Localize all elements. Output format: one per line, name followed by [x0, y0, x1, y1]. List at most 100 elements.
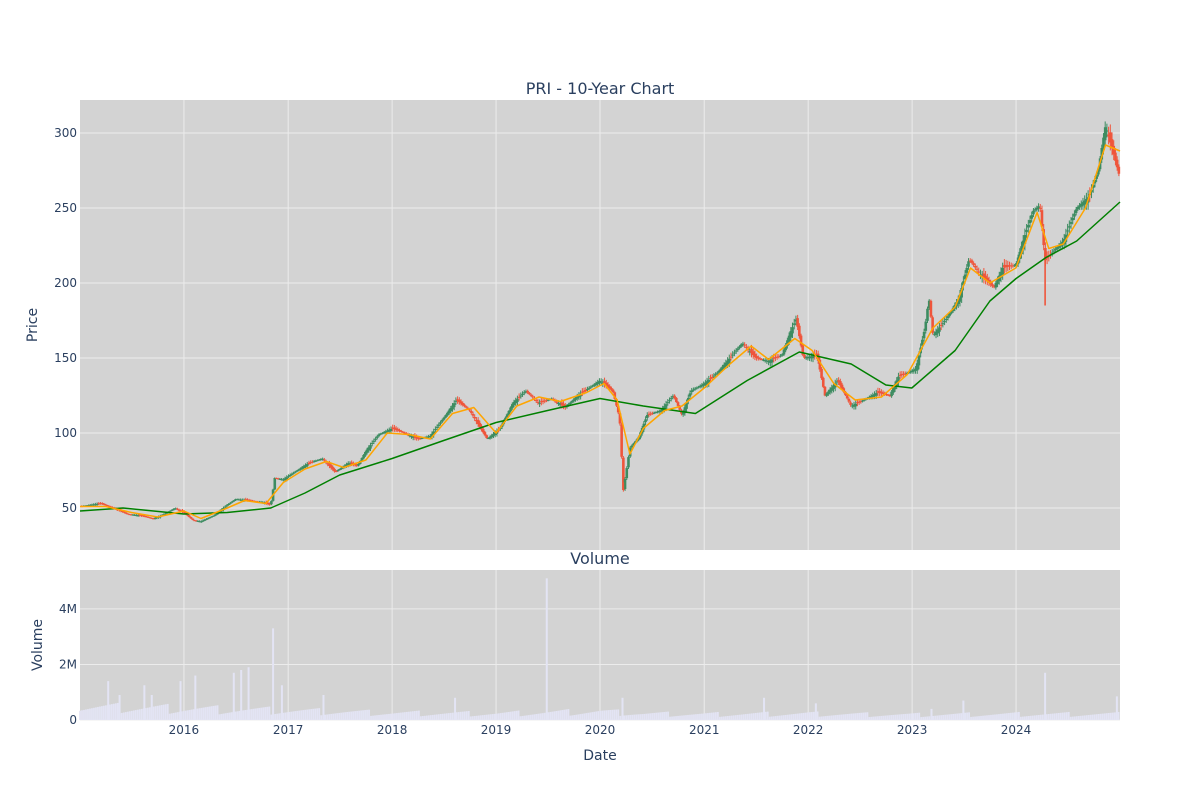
- volume-bar: [160, 705, 163, 720]
- volume-bar: [547, 712, 550, 720]
- candle-body: [943, 321, 946, 323]
- volume-bar: [162, 704, 165, 720]
- volume-bar: [541, 713, 544, 720]
- volume-bar: [406, 711, 408, 720]
- volume-bar: [699, 713, 701, 720]
- candle-body: [399, 430, 403, 432]
- volume-bar: [866, 712, 869, 720]
- volume-bar: [495, 713, 498, 720]
- candle-body: [558, 404, 562, 406]
- volume-bar: [435, 714, 438, 720]
- volume-bar: [597, 711, 600, 720]
- candle-body: [751, 351, 755, 356]
- volume-bar: [130, 710, 133, 720]
- volume-bar: [886, 715, 889, 720]
- candle-body: [616, 406, 620, 413]
- candle-body: [958, 294, 962, 302]
- volume-bar: [928, 716, 931, 720]
- volume-bar: [665, 711, 667, 720]
- volume-bar: [443, 713, 446, 720]
- volume-bar: [854, 713, 857, 720]
- volume-bar: [244, 710, 247, 720]
- volume-bar: [629, 714, 632, 720]
- candle-body: [613, 392, 617, 399]
- candle-body: [317, 459, 321, 461]
- volume-bar: [124, 712, 127, 720]
- volume-bar: [559, 710, 562, 720]
- candle-body: [695, 387, 699, 389]
- volume-bar: [412, 711, 414, 720]
- candle-body: [367, 447, 371, 451]
- candle-body: [669, 398, 673, 400]
- candle-body: [210, 516, 213, 518]
- candle-body: [938, 327, 941, 332]
- volume-bar: [1095, 714, 1098, 720]
- volume-bar: [380, 714, 382, 720]
- candle-body: [591, 385, 594, 387]
- volume-bar: [116, 702, 119, 720]
- candle-body: [326, 463, 330, 465]
- volume-bar: [302, 710, 305, 720]
- volume-bar: [934, 715, 937, 720]
- volume-spike-bar: [454, 697, 457, 720]
- volume-bar: [904, 713, 907, 720]
- candle-body: [328, 463, 331, 466]
- volume-bar: [527, 715, 530, 720]
- candle-body: [507, 410, 511, 415]
- volume-bar: [525, 715, 528, 720]
- volume-bar: [625, 715, 628, 720]
- candle-body: [1052, 250, 1056, 252]
- candle-body: [996, 279, 999, 285]
- volume-bar: [344, 712, 347, 720]
- volume-bar: [425, 715, 428, 720]
- candle-body: [892, 387, 895, 393]
- volume-bar: [503, 712, 506, 720]
- candle-body: [140, 514, 143, 516]
- volume-bar: [1000, 713, 1002, 720]
- volume-bar: [806, 712, 809, 720]
- volume-bar: [254, 708, 257, 720]
- candle-body: [804, 357, 808, 359]
- volume-bar: [154, 706, 157, 720]
- candle-body: [425, 436, 429, 438]
- candle-body: [201, 520, 205, 522]
- candle-body: [104, 504, 107, 506]
- volume-bar: [946, 714, 949, 720]
- volume-bar: [742, 714, 745, 720]
- volume-bar: [1103, 713, 1106, 720]
- date-tick-label: 2024: [1001, 723, 1032, 737]
- volume-bar: [661, 712, 663, 720]
- volume-bar: [689, 714, 691, 720]
- candle-body: [1073, 213, 1076, 217]
- volume-bar: [585, 713, 588, 720]
- volume-bar: [1099, 713, 1102, 720]
- volume-bar: [864, 712, 867, 720]
- candle-body: [538, 402, 541, 404]
- volume-bar: [230, 712, 233, 720]
- volume-bar: [252, 708, 255, 720]
- candle-body: [145, 516, 148, 518]
- volume-bar: [581, 713, 584, 720]
- volume-bar: [1089, 714, 1092, 720]
- volume-bar: [898, 714, 901, 720]
- candle-body: [348, 463, 352, 465]
- candle-body: [340, 467, 343, 470]
- volume-bar: [1093, 714, 1096, 720]
- volume-bar: [509, 711, 512, 720]
- candle-body: [700, 384, 704, 387]
- volume-bar: [659, 712, 661, 720]
- candle-body: [924, 321, 928, 331]
- candle-body: [504, 417, 507, 421]
- volume-bar: [431, 714, 434, 720]
- candle-body: [191, 518, 195, 520]
- volume-bar: [334, 713, 337, 720]
- volume-bar: [988, 715, 990, 720]
- volume-bar: [507, 711, 510, 720]
- candle-body: [1091, 184, 1095, 188]
- candle-body: [292, 472, 295, 474]
- volume-bar: [830, 715, 833, 720]
- candle-body: [1097, 168, 1100, 175]
- volume-bar: [675, 716, 677, 720]
- candle-body: [931, 317, 934, 333]
- candle-body: [321, 458, 324, 460]
